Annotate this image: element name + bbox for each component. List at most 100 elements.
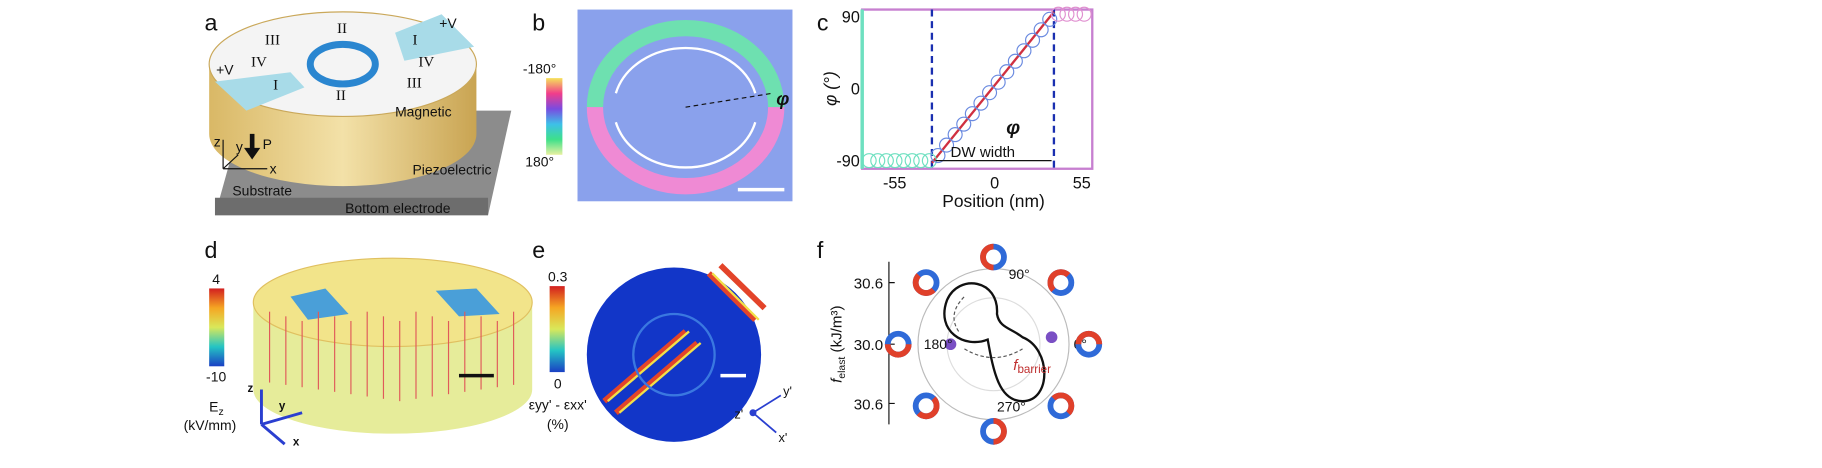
ring-icon xyxy=(1047,269,1071,293)
arrow xyxy=(244,133,261,160)
panel-label: b xyxy=(532,9,545,35)
polar-grid xyxy=(946,297,1041,392)
axis: x' xyxy=(779,430,788,445)
y-axis-label: felast (kJ/m³) xyxy=(828,306,847,383)
angle: 270° xyxy=(997,399,1026,415)
panel-label: c xyxy=(817,9,829,35)
x-tick: -55 xyxy=(883,175,907,193)
point xyxy=(904,153,920,169)
panel-a: a +V +V I I II II III III IV IV Magnetic… xyxy=(205,9,512,216)
point xyxy=(896,153,912,169)
axes xyxy=(752,394,782,434)
f: f xyxy=(828,377,845,383)
sector: I xyxy=(413,32,418,48)
sector: II xyxy=(336,88,346,104)
ring xyxy=(586,20,785,108)
colorbar-label: 0.3 xyxy=(548,268,568,284)
image xyxy=(577,9,793,202)
axis: z' xyxy=(734,407,743,422)
strain xyxy=(602,263,767,415)
path xyxy=(953,296,1023,359)
y-tick: 0 xyxy=(851,80,860,98)
electrode xyxy=(395,14,475,61)
sector: IV xyxy=(251,54,267,70)
label: Substrate xyxy=(232,182,292,198)
energy-curve xyxy=(943,282,1046,403)
point xyxy=(861,153,877,169)
x-tick: 0 xyxy=(990,175,999,193)
point xyxy=(878,153,894,169)
voltage: +V xyxy=(439,15,457,31)
sector: IV xyxy=(418,54,434,70)
sub: barrier xyxy=(1017,363,1051,376)
ring xyxy=(632,312,716,397)
point xyxy=(887,153,903,169)
quantity: εyy' - εxx' xyxy=(529,396,587,412)
axis: z xyxy=(214,134,221,150)
arrow xyxy=(614,46,757,169)
sector: III xyxy=(265,32,280,48)
point xyxy=(1007,53,1023,69)
point xyxy=(1050,6,1066,22)
x-tick: 55 xyxy=(1073,175,1091,193)
point xyxy=(990,74,1006,90)
point xyxy=(973,95,989,111)
point xyxy=(913,153,929,169)
label: Bottom electrode xyxy=(345,200,451,216)
label: Magnetic xyxy=(395,103,452,119)
sector: III xyxy=(407,75,422,91)
ring-icon xyxy=(993,417,1007,445)
point xyxy=(1059,6,1075,22)
voltage: +V xyxy=(216,62,234,78)
panel-label: f xyxy=(817,237,824,263)
axis: x xyxy=(270,160,277,176)
point xyxy=(947,127,963,143)
label: DW width xyxy=(951,144,1016,161)
f: f xyxy=(1013,357,1019,374)
point xyxy=(870,153,886,169)
panel-e: e 0.3 0 εyy' - εxx' (%) z' y' x' xyxy=(529,237,792,445)
panel-label: d xyxy=(205,237,218,263)
colorbar-label: -180° xyxy=(523,60,556,76)
electrode xyxy=(214,72,305,111)
y-tick: 30.0 xyxy=(854,337,883,354)
label: φ xyxy=(1006,117,1020,139)
axis: x xyxy=(293,435,300,448)
field-lines xyxy=(269,311,515,402)
panel-d: d 4 -10 Ez (kV/mm) z y x xyxy=(184,237,533,448)
point xyxy=(1067,6,1084,22)
unit: (kJ/m³) xyxy=(828,306,845,357)
y-tick: 90 xyxy=(842,8,860,26)
point xyxy=(999,64,1015,80)
panel-c: c DW width φ 90 0 -90 -55 0 55 Position … xyxy=(817,6,1094,211)
angle: 90° xyxy=(1009,266,1030,282)
magnetic-ring xyxy=(306,40,379,88)
cylinder-top xyxy=(252,257,533,348)
sub: z xyxy=(218,407,223,418)
x-axis-label: Position (nm) xyxy=(942,191,1045,211)
panel-f: f 30.6 30.0 30.6 felast (kJ/m³) 90° 0° 1… xyxy=(817,237,1103,445)
substrate-side xyxy=(214,197,489,216)
y-tick: -90 xyxy=(836,152,860,170)
axis: y xyxy=(279,399,286,412)
axes xyxy=(259,389,303,446)
colorbar-label: -10 xyxy=(206,368,226,384)
colorbar-label: 180° xyxy=(525,153,554,169)
label: φ xyxy=(776,88,789,109)
colorbar xyxy=(546,78,563,155)
point xyxy=(1076,6,1092,22)
sub: elast xyxy=(837,357,848,379)
panel-label: e xyxy=(532,237,545,263)
ring-icon xyxy=(980,243,994,271)
colorbar xyxy=(209,288,225,367)
colorbar xyxy=(549,286,565,373)
label: P xyxy=(263,136,272,152)
angle: 180° xyxy=(924,336,953,352)
y-tick: 30.6 xyxy=(854,396,883,413)
ring-icon xyxy=(1051,392,1075,416)
point xyxy=(1042,11,1058,27)
q: E xyxy=(209,399,218,415)
data-points xyxy=(861,6,1092,169)
axes xyxy=(222,139,268,170)
point xyxy=(1024,32,1041,48)
